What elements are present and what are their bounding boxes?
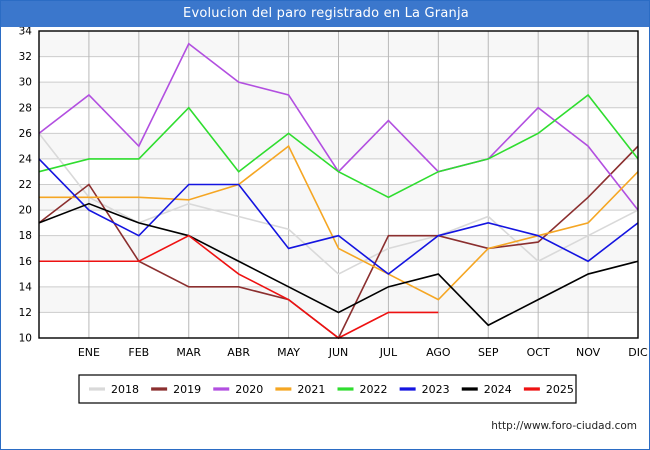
legend-label-2020[interactable]: 2020 [235, 383, 263, 396]
y-tick-32: 32 [19, 51, 32, 63]
series-line-2025 [39, 234, 439, 339]
y-tick-34: 34 [19, 27, 33, 38]
legend-label-2023[interactable]: 2023 [422, 383, 450, 396]
y-tick-14: 14 [19, 281, 33, 293]
x-tick-may: MAY [277, 346, 300, 359]
y-tick-22: 22 [19, 179, 32, 191]
data-series-lines [38, 42, 639, 340]
plot-frame [38, 30, 639, 339]
x-tick-jun: JUN [328, 346, 349, 359]
y-tick-26: 26 [19, 128, 33, 140]
y-tick-24: 24 [19, 153, 33, 165]
x-tick-nov: NOV [576, 346, 601, 359]
x-tick-dic: DIC [628, 346, 648, 359]
series-line-2023 [38, 158, 639, 276]
x-tick-mar: MAR [176, 346, 201, 359]
legend-label-2019[interactable]: 2019 [173, 383, 201, 396]
source-url: http://www.foro-ciudad.com [491, 420, 637, 432]
x-tick-ago: AGO [426, 346, 451, 359]
y-tick-20: 20 [19, 205, 32, 217]
y-tick-18: 18 [19, 230, 32, 242]
y-tick-30: 30 [19, 77, 32, 89]
y-tick-16: 16 [19, 256, 33, 268]
x-tick-jul: JUL [379, 346, 398, 359]
series-line-2024 [38, 202, 639, 327]
series-line-2022 [38, 93, 639, 199]
chart-canvas: 10 12 14 16 18 20 22 24 26 28 30 32 34 ENE FEB MAR ABR M… [1, 27, 649, 449]
x-tick-oct: OCT [527, 346, 550, 359]
x-tick-sep: SEP [478, 346, 499, 359]
window-title-bar: Evolucion del paro registrado en La Gran… [1, 1, 649, 27]
chart-legend: 2018 2019 2020 2021 2022 2023 2024 2025 [78, 374, 577, 404]
x-tick-abr: ABR [227, 346, 250, 359]
page-title: Evolucion del paro registrado en La Gran… [183, 6, 469, 21]
y-tick-28: 28 [19, 102, 32, 114]
x-axis-tick-labels: ENE FEB MAR ABR MAY JUN JUL AGO SEP OCT NOV DIC [78, 346, 648, 359]
legend-label-2025[interactable]: 2025 [546, 383, 574, 396]
y-tick-10: 10 [19, 333, 32, 345]
y-axis-tick-labels: 10 12 14 16 18 20 22 24 26 28 30 32 34 [19, 27, 33, 345]
x-tick-feb: FEB [128, 346, 149, 359]
legend-label-2021[interactable]: 2021 [297, 383, 325, 396]
legend-label-2022[interactable]: 2022 [360, 383, 388, 396]
legend-label-2024[interactable]: 2024 [484, 383, 512, 396]
x-tick-ene: ENE [78, 346, 100, 359]
legend-label-2018[interactable]: 2018 [111, 383, 139, 396]
y-tick-12: 12 [19, 307, 32, 319]
